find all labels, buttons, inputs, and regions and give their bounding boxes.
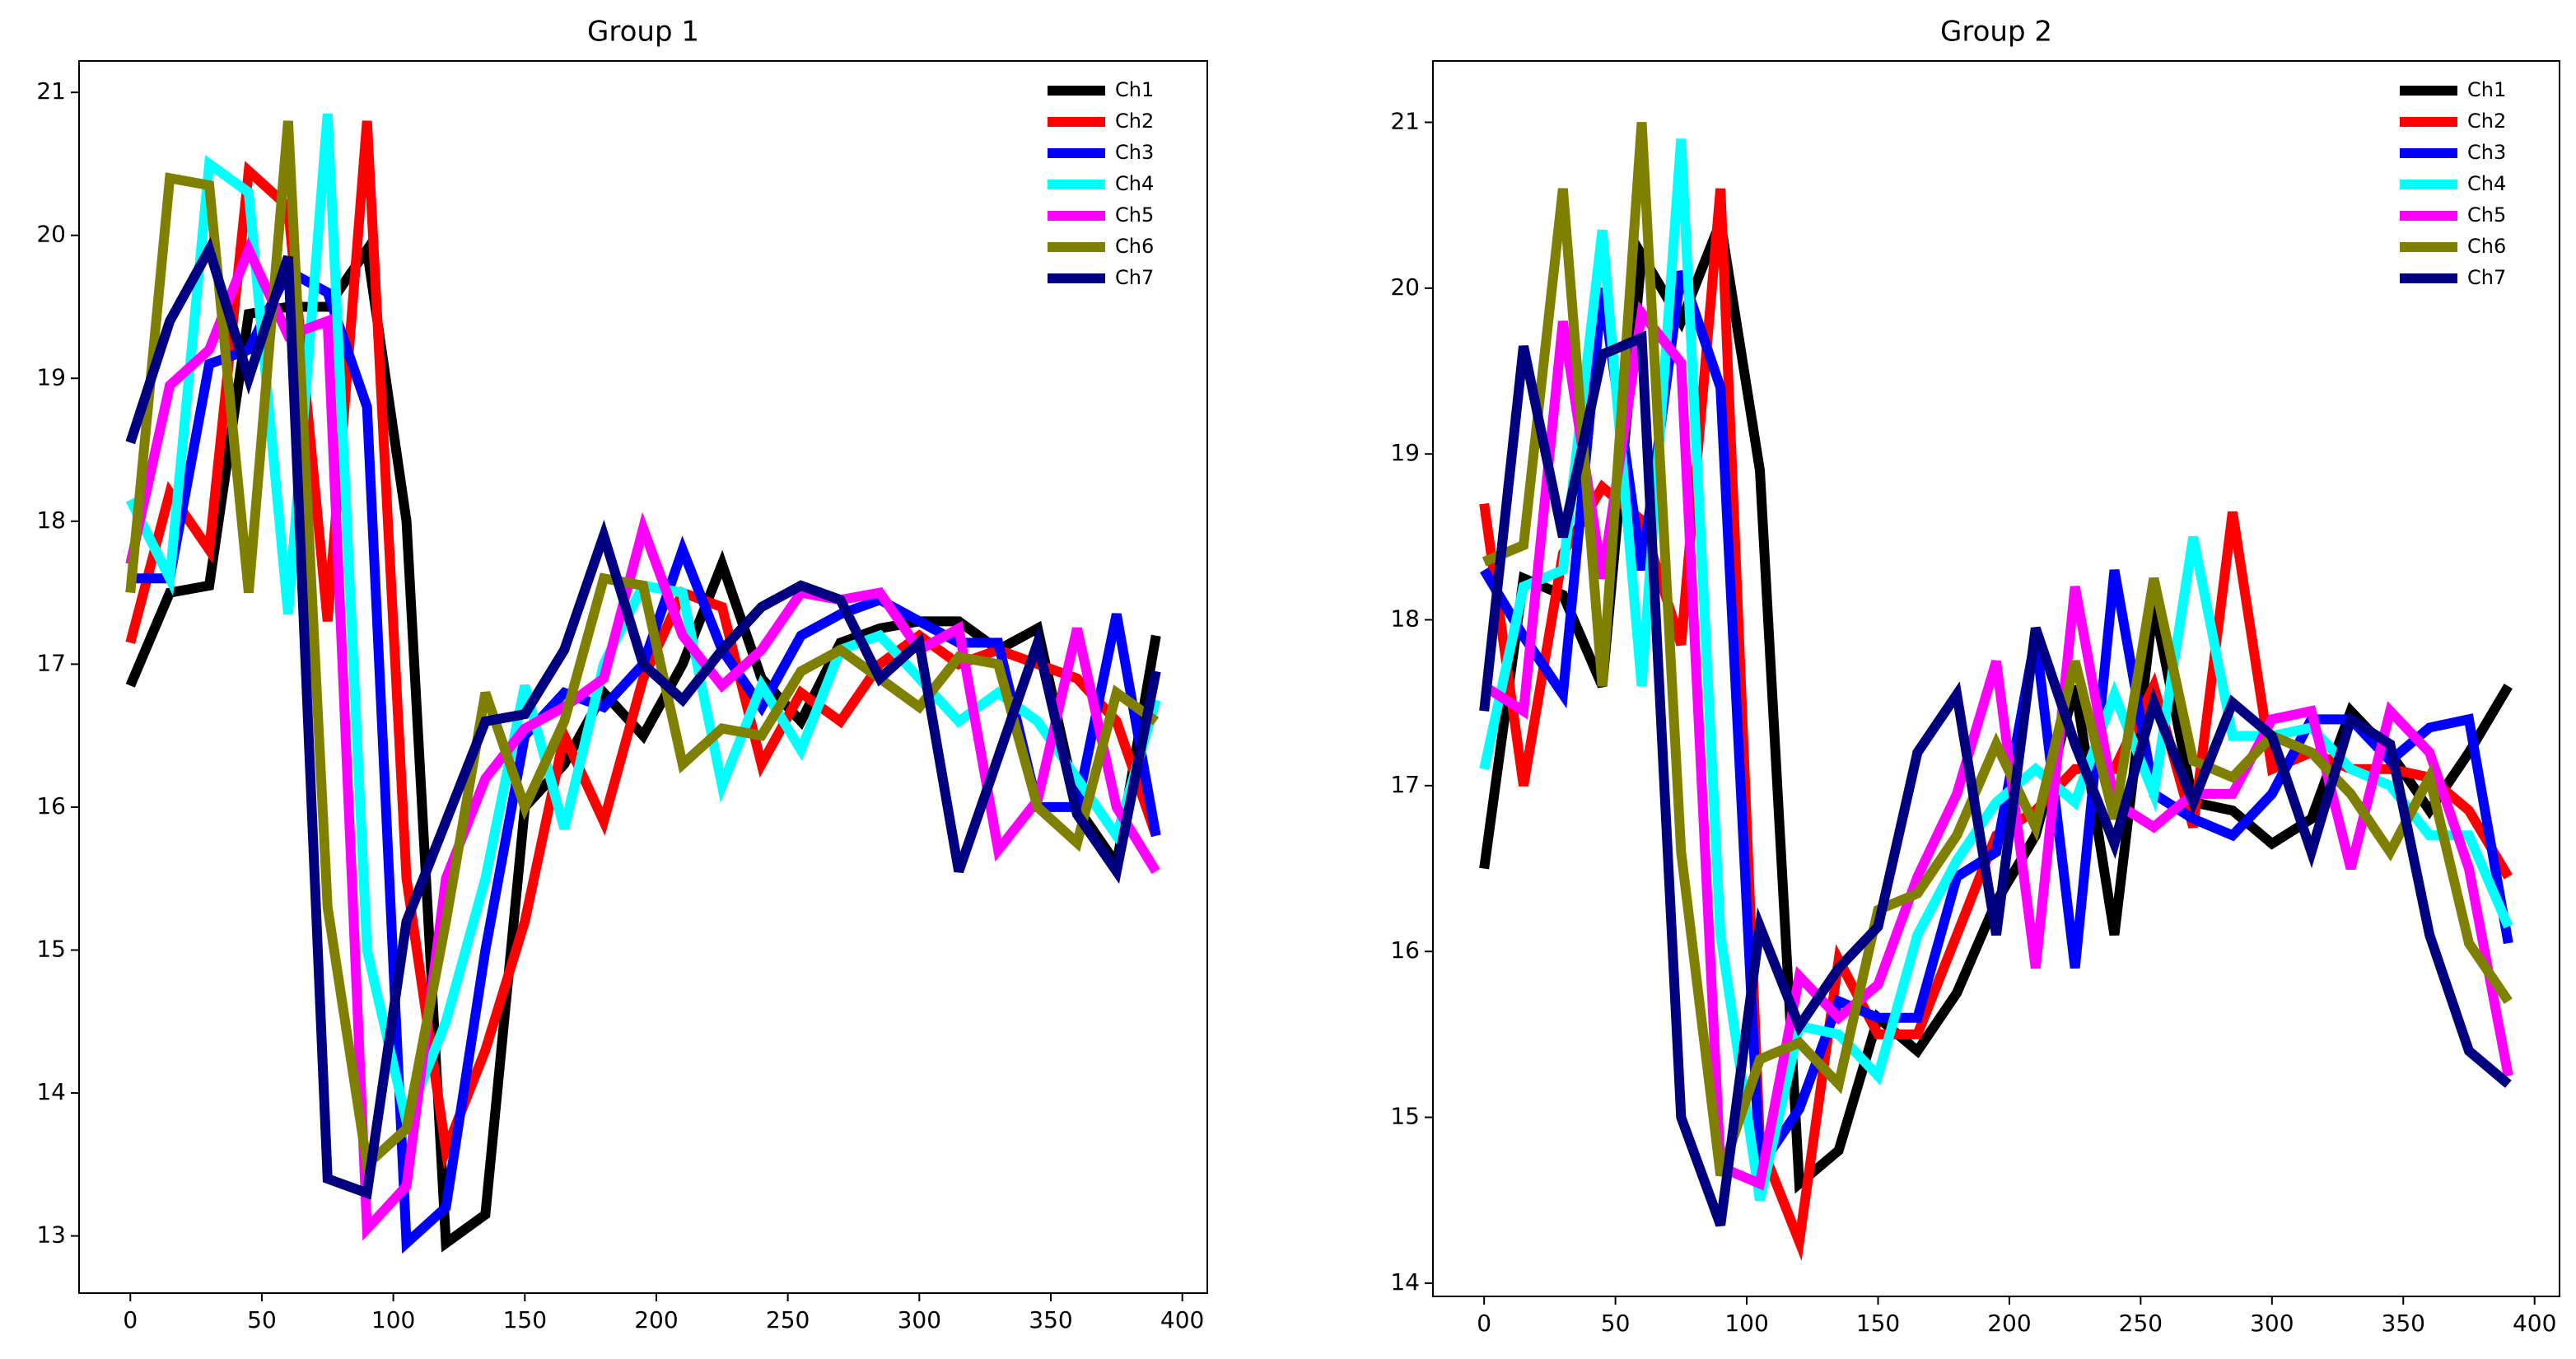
legend-label: Ch3: [2467, 141, 2506, 164]
legend-label: Ch7: [1115, 266, 1154, 289]
line-series: [125, 120, 1160, 1175]
x-tick-label: 0: [1477, 1310, 1491, 1337]
x-tick-label: 100: [371, 1306, 415, 1333]
legend-box: [2392, 72, 2548, 311]
legend-label: Ch1: [2467, 78, 2506, 101]
plot-area: [1479, 122, 2513, 1261]
y-tick-label: 20: [1390, 273, 1420, 301]
legend-label: Ch2: [2467, 110, 2506, 133]
y-tick-label: 15: [1390, 1103, 1420, 1130]
y-tick-label: 14: [1390, 1268, 1420, 1296]
y-tick-label: 14: [36, 1078, 66, 1105]
x-tick-label: 400: [2513, 1310, 2556, 1337]
plot-area: [125, 113, 1161, 1254]
y-tick-label: 15: [36, 935, 66, 962]
x-tick-label: 150: [503, 1306, 547, 1333]
x-tick-label: 350: [2382, 1310, 2425, 1337]
y-tick-label: 16: [36, 792, 66, 820]
line-series: [1479, 330, 2512, 1227]
legend-label: Ch6: [2467, 235, 2506, 258]
y-tick-label: 17: [1390, 771, 1420, 798]
y-tick-label: 13: [36, 1221, 66, 1249]
axes-frame: [1432, 60, 2560, 1297]
x-tick-label: 50: [247, 1306, 277, 1333]
x-tick-label: 100: [1724, 1310, 1768, 1337]
legend-label: Ch4: [1115, 172, 1154, 195]
x-tick-label: 50: [1601, 1310, 1631, 1337]
legend-label: Ch6: [1115, 235, 1154, 258]
x-tick-label: 150: [1856, 1310, 1900, 1337]
y-tick-label: 20: [36, 221, 66, 248]
line-series: [125, 236, 1161, 1200]
y-tick-label: 19: [36, 363, 66, 390]
x-tick-label: 250: [766, 1306, 810, 1333]
x-tick-label: 200: [634, 1306, 678, 1333]
y-tick-label: 17: [36, 649, 66, 676]
y-tick-label: 18: [36, 507, 66, 534]
x-tick-label: 200: [1987, 1310, 2031, 1337]
chart-title: Group 2: [1940, 16, 2052, 49]
x-tick-label: 400: [1160, 1306, 1204, 1333]
y-tick-label: 21: [1390, 107, 1420, 134]
x-tick-label: 250: [2119, 1310, 2163, 1337]
y-tick-label: 16: [1390, 936, 1420, 964]
legend-label: Ch7: [2467, 266, 2506, 289]
y-tick-label: 19: [1390, 439, 1420, 466]
x-tick-label: 300: [898, 1306, 941, 1333]
axes-frame: [78, 60, 1208, 1294]
legend-label: Ch5: [2467, 203, 2506, 226]
legend-label: Ch1: [1115, 78, 1154, 101]
x-tick-label: 300: [2250, 1310, 2294, 1337]
y-tick-label: 21: [36, 77, 66, 105]
chart-title: Group 1: [587, 16, 699, 49]
legend-label: Ch5: [1115, 203, 1154, 226]
x-tick-label: 0: [123, 1306, 138, 1333]
y-tick-label: 18: [1390, 605, 1420, 633]
legend-label: Ch3: [1115, 141, 1154, 164]
legend-label: Ch4: [2467, 172, 2506, 195]
legend-label: Ch2: [1115, 110, 1154, 133]
x-tick-label: 350: [1029, 1306, 1072, 1333]
legend-box: [1039, 72, 1196, 311]
